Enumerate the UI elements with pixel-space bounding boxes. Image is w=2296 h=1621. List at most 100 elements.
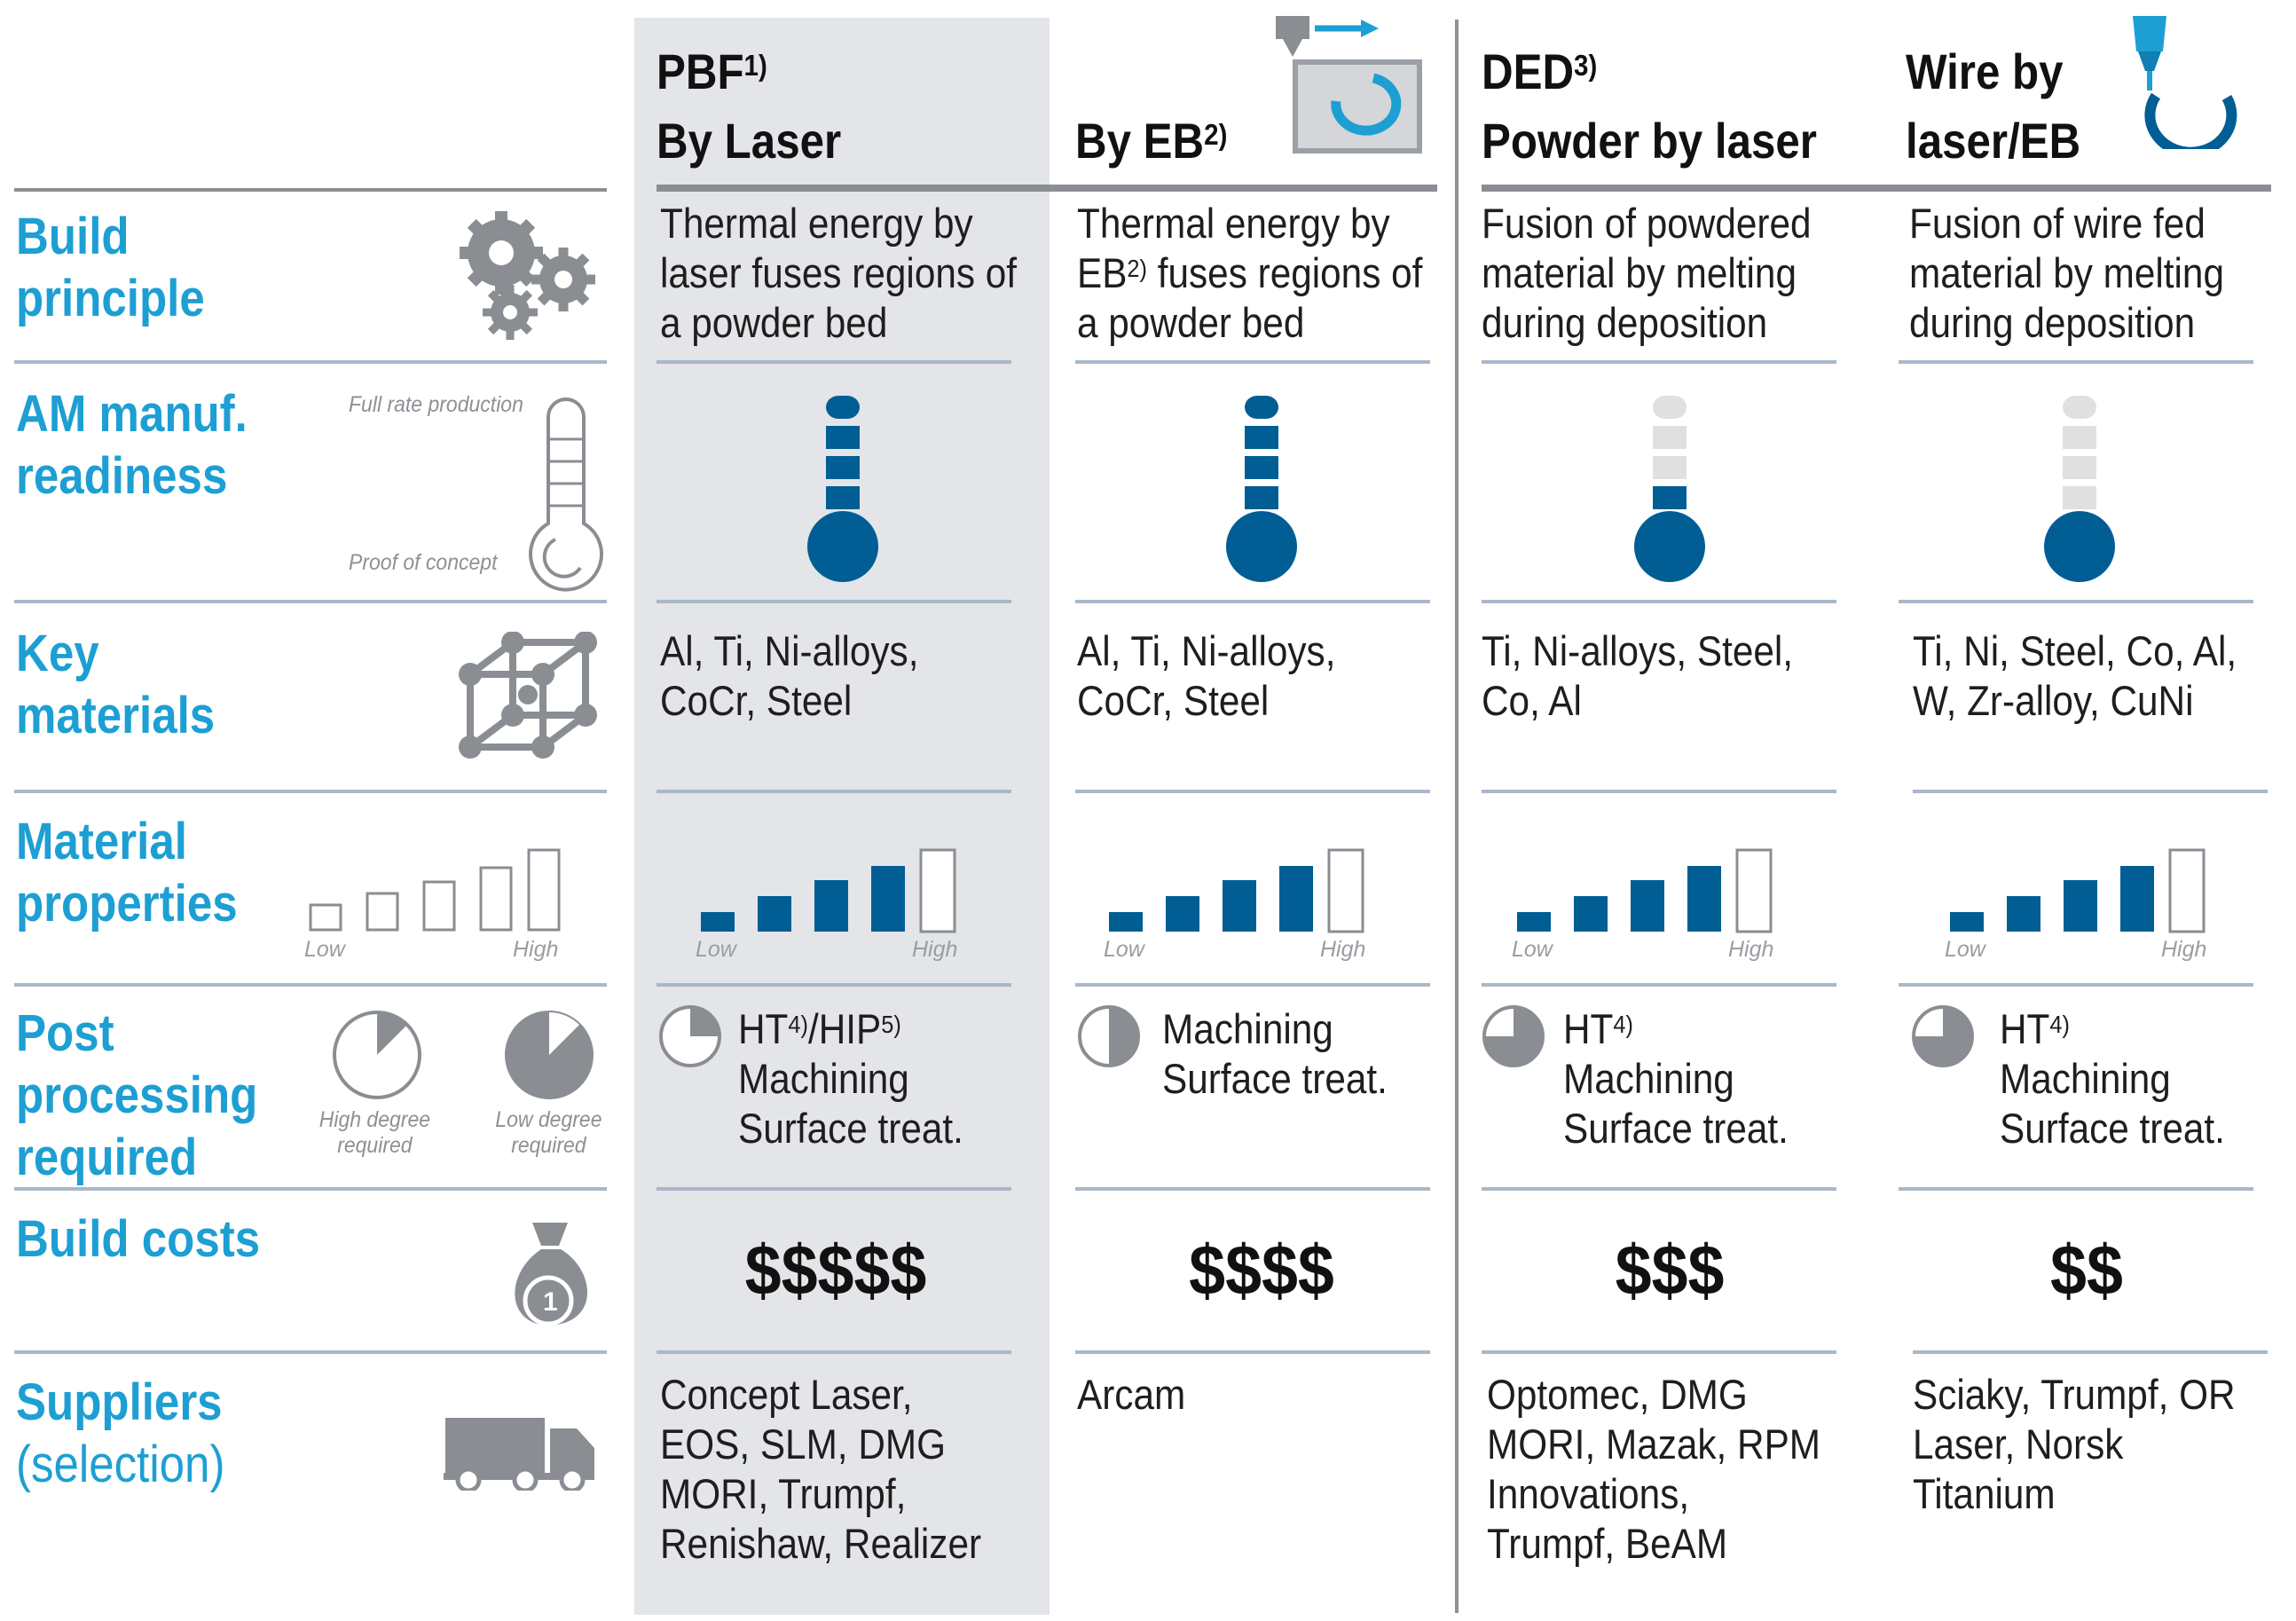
pbf-laser-cost: $$$$$ (744, 1231, 927, 1310)
row-divider (1075, 1350, 1430, 1354)
ded-wire-low-label: Low (1945, 937, 1985, 962)
property-bar (1950, 912, 1984, 932)
property-bar (2168, 848, 2206, 933)
row-divider (1899, 983, 2253, 987)
pbf-eb-low-label: Low (1104, 937, 1144, 962)
row-divider (1913, 790, 2268, 793)
thermometer-neck (2063, 522, 2096, 532)
row-divider (1482, 790, 1836, 793)
pbf-eb-cost: $$$$ (1189, 1231, 1334, 1310)
row-divider (657, 360, 1011, 364)
row-divider (1482, 983, 1836, 987)
pbf-eb-post-processing: Machining Surface treat. (1162, 1005, 1388, 1102)
ded-powder-post-processing: HT4) Machining Surface treat. (1563, 1005, 1789, 1152)
pbf-laser-post-pie (659, 1005, 721, 1067)
row-divider (1899, 600, 2253, 603)
pbf-laser-build-principle: Thermal energy by laser fuses regions of a… (660, 200, 1018, 346)
readiness-segment (1653, 486, 1687, 509)
pbf-eb-build-principle: Thermal energy by EB2) fuses regions of a … (1077, 200, 1423, 346)
label-material-properties: Material properties (16, 813, 238, 932)
left-top-rule (14, 188, 607, 192)
pbf-ded-divider (1455, 20, 1459, 1613)
pie-slice (1484, 1007, 1543, 1066)
ded-wire-materials: Ti, Ni, Steel, Co, Al, W, Zr-alloy, CuNi (1913, 627, 2237, 724)
pbf-eb-suppliers: Arcam (1077, 1371, 1186, 1418)
row-divider (1075, 1187, 1430, 1191)
property-bar (1279, 866, 1313, 932)
low-degree-pie-icon (505, 1011, 594, 1099)
high-degree-note: High degree required (318, 1107, 431, 1158)
ded-powder-build-principle: Fusion of powdered material by melting dur… (1482, 200, 1812, 346)
row-divider (14, 1187, 607, 1191)
ded-powder-materials: Ti, Ni-alloys, Steel, Co, Al (1482, 627, 1794, 724)
property-bar (1687, 866, 1721, 932)
pbf-laser-readiness-thermometer (807, 396, 878, 582)
row-divider (657, 600, 1011, 603)
row-divider (14, 790, 607, 793)
readiness-segment (826, 426, 860, 449)
header-rule-pbf (657, 185, 1437, 192)
pbf-laser-properties-bars (701, 848, 956, 933)
pbf-eb-materials: Al, Ti, Ni-alloys, CoCr, Steel (1077, 627, 1336, 724)
readiness-segment (1245, 426, 1278, 449)
ded-powder-post-pie (1482, 1005, 1545, 1067)
row-divider (657, 1187, 1011, 1191)
ded-powder-readiness-thermometer (1634, 396, 1705, 582)
ded-powder-suppliers: Optomec, DMG MORI, Mazak, RPM Innovations,… (1487, 1371, 1821, 1567)
property-bar (1223, 880, 1256, 932)
header-pbf-eb: By EB2) (1075, 113, 1228, 169)
label-post-processing: Post processing required (16, 1004, 258, 1186)
readiness-segment (826, 486, 860, 509)
ded-wire-suppliers: Sciaky, Trumpf, OR Laser, Norsk Titanium (1913, 1371, 2236, 1517)
pie-slice (690, 1007, 719, 1036)
readiness-segment (826, 396, 860, 419)
ded-powder-high-label: High (1728, 937, 1774, 962)
pbf-eb-properties-bars (1109, 848, 1364, 933)
thermometer-bulb (2044, 511, 2115, 582)
row-divider (1899, 1187, 2253, 1191)
property-bar (1109, 912, 1143, 932)
readiness-segment (1653, 396, 1687, 419)
truck-icon (444, 1418, 594, 1491)
readiness-segment (1245, 486, 1278, 509)
properties-legend-bars-icon (309, 848, 561, 932)
pbf-laser-materials: Al, Ti, Ni-alloys, CoCr, Steel (660, 627, 919, 724)
label-build-costs: Build costs (16, 1210, 261, 1268)
thermometer-neck (1245, 522, 1278, 532)
thermometer-bulb (1226, 511, 1297, 582)
row-divider (1913, 1350, 2268, 1354)
properties-legend-high: High (513, 937, 559, 962)
thermometer-bulb (807, 511, 878, 582)
property-bar (2120, 866, 2154, 932)
pbf-laser-low-label: Low (696, 937, 736, 962)
readiness-segment (1653, 426, 1687, 449)
property-bar (2064, 880, 2097, 932)
ded-wire-build-principle: Fusion of wire fed material by melting dur… (1909, 200, 2224, 346)
ded-wire-high-label: High (2161, 937, 2207, 962)
ded-wire-properties-bars (1950, 848, 2206, 933)
row-divider (1482, 1187, 1836, 1191)
property-bar (1166, 896, 1199, 932)
ded-wire-post-processing: HT4) Machining Surface treat. (2000, 1005, 2225, 1152)
label-suppliers: Suppliers (selection) (16, 1373, 225, 1493)
thermometer-bulb (1634, 511, 1705, 582)
label-key-materials: Key materials (16, 625, 216, 744)
row-divider (1075, 790, 1430, 793)
readiness-top-note: Full rate production (349, 392, 523, 417)
property-bar (701, 912, 735, 932)
pbf-laser-post-processing: HT4)/HIP5) Machining Surface treat. (738, 1005, 963, 1152)
readiness-segment (1245, 456, 1278, 479)
row-divider (1899, 360, 2253, 364)
row-divider (14, 983, 607, 987)
row-divider (1482, 360, 1836, 364)
property-bar (1327, 848, 1364, 933)
ded-wire-post-pie (1912, 1005, 1974, 1067)
readiness-bottom-note: Proof of concept (349, 550, 498, 575)
readiness-segment (826, 456, 860, 479)
readiness-segment (1653, 456, 1687, 479)
pbf-laser-column-shade (634, 18, 1050, 1615)
ded-powder-cost: $$$ (1615, 1231, 1725, 1310)
high-degree-pie-icon (333, 1011, 421, 1099)
lattice-icon (459, 632, 597, 759)
property-bar (814, 880, 848, 932)
